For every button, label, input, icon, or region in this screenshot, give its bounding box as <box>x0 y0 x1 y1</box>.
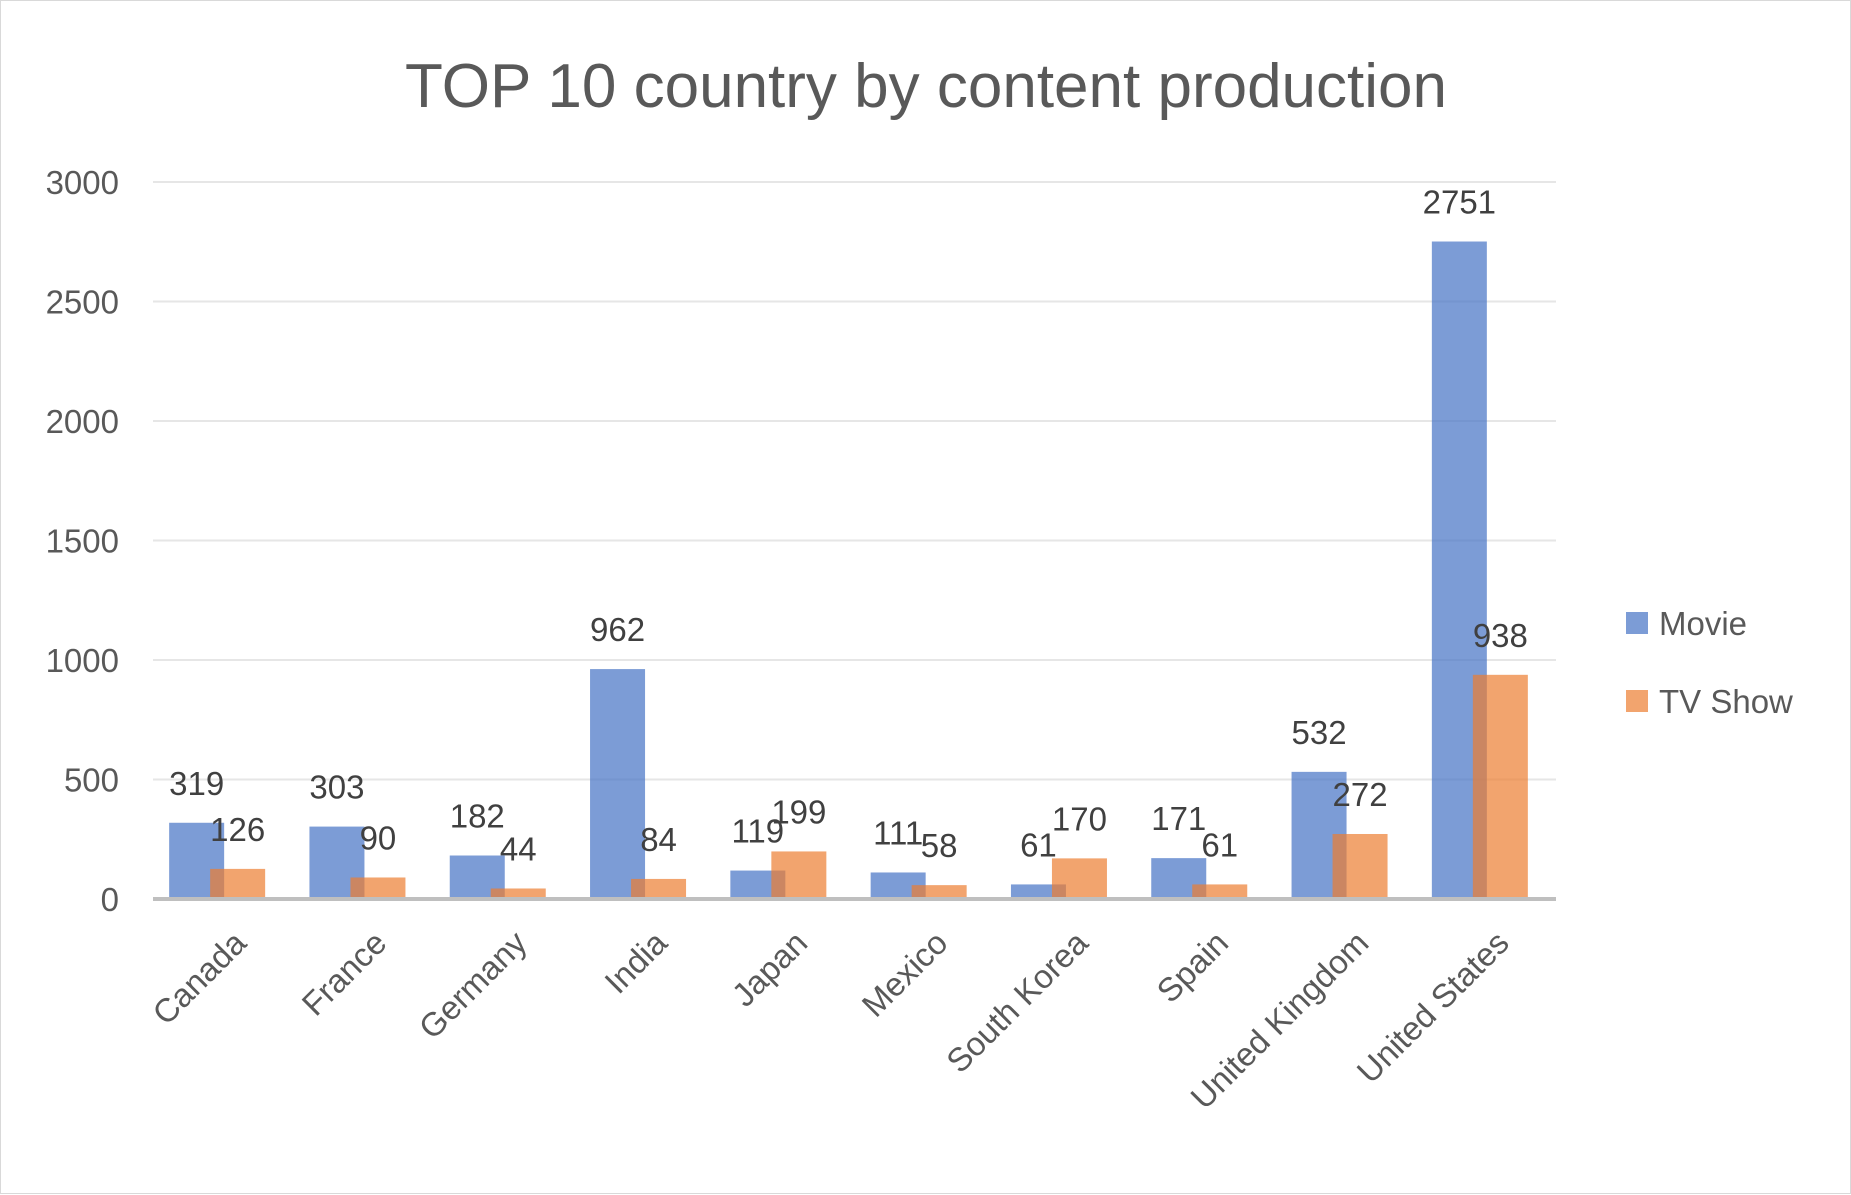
data-label-movie: 182 <box>450 798 505 835</box>
legend-swatch <box>1626 690 1648 712</box>
data-label-movie: 61 <box>1020 826 1057 863</box>
x-axis-ticks: Canada France Germany India Japan MexicoSouth… <box>145 923 1516 1116</box>
x-tick-label: Japan <box>725 924 815 1014</box>
bar-tv-show <box>210 868 266 899</box>
legend-entry: Movie <box>1659 605 1747 642</box>
data-label-movie: 319 <box>169 765 224 802</box>
x-tick-label: Spain <box>1149 924 1235 1010</box>
y-tick-label: 2500 <box>46 284 119 321</box>
y-tick-label: 2000 <box>46 403 119 440</box>
data-label-tv-show: 61 <box>1201 826 1238 863</box>
bar-tv-show <box>911 885 967 899</box>
x-tick-label: South Korea <box>939 923 1095 1079</box>
data-label-movie: 111 <box>873 814 923 851</box>
y-tick-label: 1000 <box>46 642 119 679</box>
x-tick-label: Canada <box>145 923 253 1031</box>
x-tick-label: France <box>295 924 394 1023</box>
bar-tv-show <box>771 851 827 899</box>
data-label-movie: 171 <box>1151 800 1206 837</box>
data-label-movie: 303 <box>309 769 364 806</box>
data-label-tv-show: 170 <box>1052 800 1107 837</box>
legend-swatch <box>1626 612 1648 634</box>
bars <box>169 241 1528 900</box>
bar-tv-show <box>350 877 406 899</box>
bar-tv-show <box>1332 833 1388 899</box>
bar-tv-show <box>1472 674 1528 899</box>
data-label-tv-show: 938 <box>1473 617 1528 654</box>
legend-entry: TV Show <box>1659 683 1793 720</box>
legend: Movie TV Show <box>1626 605 1793 720</box>
data-label-tv-show: 84 <box>640 821 677 858</box>
y-tick-label: 3000 <box>46 164 119 201</box>
x-tick-label: Germany <box>412 923 534 1045</box>
data-label-movie: 962 <box>590 611 645 648</box>
bar-tv-show <box>1051 858 1107 899</box>
y-tick-label: 0 <box>101 881 119 918</box>
x-tick-label: Mexico <box>855 924 955 1024</box>
data-label-movie: 119 <box>732 813 785 850</box>
y-tick-label: 500 <box>64 762 119 799</box>
data-label-tv-show: 58 <box>921 827 958 864</box>
data-label-tv-show: 90 <box>360 819 397 856</box>
y-tick-label: 1500 <box>46 523 119 560</box>
data-label-tv-show: 44 <box>500 830 537 867</box>
gridlines <box>153 181 1556 781</box>
data-label-tv-show: 199 <box>771 793 826 830</box>
data-label-movie: 532 <box>1292 714 1347 751</box>
y-axis-ticks: 0 500 1000 1500 2000 2500 3000 <box>46 164 119 918</box>
bar-tv-show <box>631 878 687 899</box>
data-label-tv-show: 272 <box>1333 776 1388 813</box>
data-label-tv-show: 126 <box>210 811 265 848</box>
chart-title: TOP 10 country by content production <box>405 52 1447 121</box>
x-tick-label: United States <box>1350 924 1516 1090</box>
bar-movie <box>590 669 646 899</box>
bar-tv-show <box>1192 884 1248 899</box>
bar-tv-show <box>490 888 546 899</box>
x-tick-label: India <box>597 923 674 1000</box>
data-label-movie: 2751 <box>1423 184 1496 221</box>
